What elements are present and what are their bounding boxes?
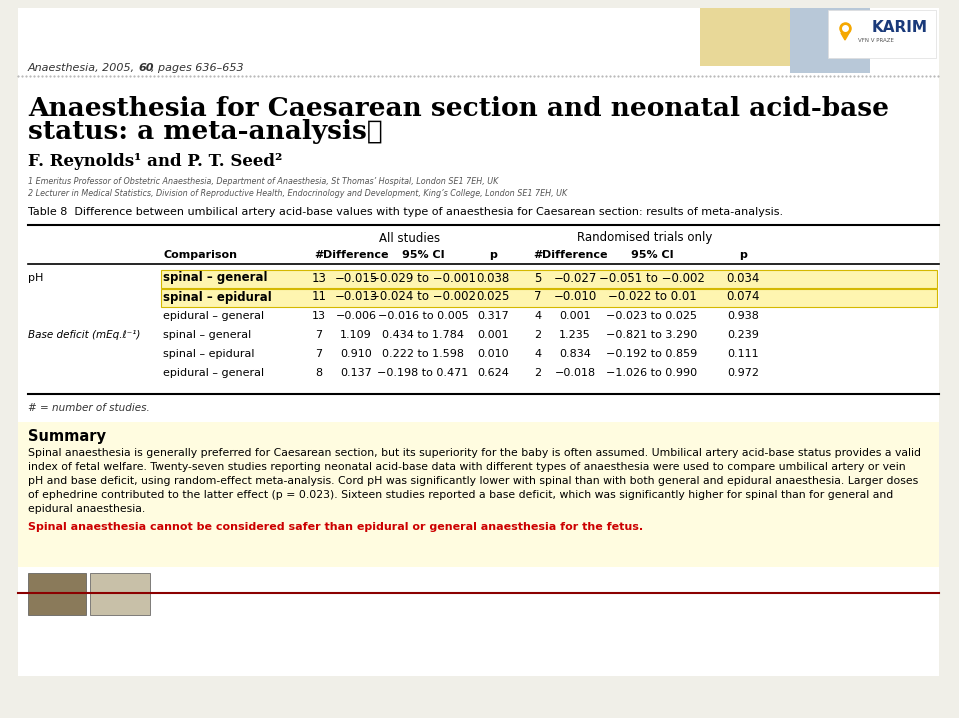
Text: Difference: Difference — [323, 250, 388, 260]
Text: spinal – epidural: spinal – epidural — [163, 291, 271, 304]
Text: 7: 7 — [316, 330, 322, 340]
Text: 0.624: 0.624 — [477, 368, 509, 378]
Bar — [90, 573, 150, 615]
Text: Comparison: Comparison — [163, 250, 237, 260]
Bar — [161, 269, 937, 287]
Text: 2: 2 — [534, 330, 542, 340]
Text: 1.109: 1.109 — [340, 330, 372, 340]
Text: KARIM: KARIM — [872, 21, 928, 35]
Text: −0.051 to −0.002: −0.051 to −0.002 — [599, 271, 705, 284]
Text: 2 Lecturer in Medical Statistics, Division of Reproductive Health, Endocrinology: 2 Lecturer in Medical Statistics, Divisi… — [28, 189, 568, 197]
Text: 0.834: 0.834 — [559, 349, 591, 359]
Text: 0.034: 0.034 — [726, 271, 760, 284]
Bar — [700, 8, 805, 66]
Text: 0.938: 0.938 — [727, 311, 759, 321]
Text: 0.317: 0.317 — [478, 311, 509, 321]
Text: pH: pH — [28, 273, 43, 283]
Text: Base deficit (mEq.ℓ⁻¹): Base deficit (mEq.ℓ⁻¹) — [28, 330, 140, 340]
Text: 0.074: 0.074 — [726, 291, 760, 304]
Text: 0.972: 0.972 — [727, 368, 759, 378]
Text: 4: 4 — [534, 311, 542, 321]
Text: 11: 11 — [312, 291, 326, 304]
Text: , pages 636–653: , pages 636–653 — [151, 63, 244, 73]
Text: −0.198 to 0.471: −0.198 to 0.471 — [378, 368, 469, 378]
Text: 7: 7 — [534, 291, 542, 304]
Text: 0.239: 0.239 — [727, 330, 759, 340]
Text: Anaesthesia, 2005,: Anaesthesia, 2005, — [28, 63, 139, 73]
Text: Spinal anaesthesia cannot be considered safer than epidural or general anaesthes: Spinal anaesthesia cannot be considered … — [28, 522, 643, 532]
Text: pH and base deficit, using random-effect meta-analysis. Cord pH was significantl: pH and base deficit, using random-effect… — [28, 476, 919, 486]
Text: 0.434 to 1.784: 0.434 to 1.784 — [382, 330, 464, 340]
Text: epidural – general: epidural – general — [163, 311, 264, 321]
Text: Difference: Difference — [542, 250, 608, 260]
Text: −0.016 to 0.005: −0.016 to 0.005 — [378, 311, 468, 321]
Text: status: a meta-analysis★: status: a meta-analysis★ — [28, 119, 383, 144]
Text: p: p — [489, 250, 497, 260]
Text: −0.022 to 0.01: −0.022 to 0.01 — [608, 291, 696, 304]
Text: −0.029 to −0.001: −0.029 to −0.001 — [370, 271, 476, 284]
Text: #: # — [533, 250, 543, 260]
Text: of ephedrine contributed to the latter effect (p = 0.023). Sixteen studies repor: of ephedrine contributed to the latter e… — [28, 490, 893, 500]
Text: −0.015: −0.015 — [335, 271, 378, 284]
Text: 1 Emeritus Professor of Obstetric Anaesthesia, Department of Anaesthesia, St Tho: 1 Emeritus Professor of Obstetric Anaest… — [28, 177, 499, 187]
Text: −0.024 to −0.002: −0.024 to −0.002 — [370, 291, 476, 304]
Text: p: p — [739, 250, 747, 260]
Text: −0.006: −0.006 — [336, 311, 377, 321]
Bar — [18, 571, 939, 621]
Text: 0.910: 0.910 — [340, 349, 372, 359]
Text: All studies: All studies — [380, 231, 440, 245]
Text: VFN V PRAZE: VFN V PRAZE — [858, 37, 894, 42]
Text: 0.111: 0.111 — [727, 349, 759, 359]
Text: spinal – epidural: spinal – epidural — [163, 349, 254, 359]
Text: −0.018: −0.018 — [554, 368, 596, 378]
Text: 1.235: 1.235 — [559, 330, 591, 340]
Bar — [28, 573, 86, 615]
Text: 8: 8 — [316, 368, 322, 378]
Text: 0.010: 0.010 — [478, 349, 509, 359]
Text: # = number of studies.: # = number of studies. — [28, 403, 150, 413]
Text: −0.192 to 0.859: −0.192 to 0.859 — [606, 349, 697, 359]
Bar — [161, 289, 937, 307]
Bar — [790, 8, 870, 73]
Text: 0.038: 0.038 — [477, 271, 509, 284]
Text: epidural – general: epidural – general — [163, 368, 264, 378]
Text: 95% CI: 95% CI — [402, 250, 444, 260]
Text: epidural anaesthesia.: epidural anaesthesia. — [28, 504, 145, 514]
Text: 0.025: 0.025 — [477, 291, 509, 304]
Text: index of fetal welfare. Twenty-seven studies reporting neonatal acid-base data w: index of fetal welfare. Twenty-seven stu… — [28, 462, 905, 472]
Text: Table 8  Difference between umbilical artery acid-base values with type of anaes: Table 8 Difference between umbilical art… — [28, 207, 784, 217]
Text: spinal – general: spinal – general — [163, 271, 268, 284]
Text: −0.013: −0.013 — [335, 291, 378, 304]
Text: 0.137: 0.137 — [340, 368, 372, 378]
Text: 95% CI: 95% CI — [631, 250, 673, 260]
Text: 2: 2 — [534, 368, 542, 378]
Text: 60: 60 — [138, 63, 153, 73]
Text: Randomised trials only: Randomised trials only — [576, 231, 713, 245]
Text: −0.023 to 0.025: −0.023 to 0.025 — [606, 311, 697, 321]
Text: F. Reynolds¹ and P. T. Seed²: F. Reynolds¹ and P. T. Seed² — [28, 154, 282, 170]
Text: Anaesthesia for Caesarean section and neonatal acid-base: Anaesthesia for Caesarean section and ne… — [28, 95, 889, 121]
Text: 13: 13 — [312, 311, 326, 321]
Text: −0.821 to 3.290: −0.821 to 3.290 — [606, 330, 697, 340]
Text: −0.027: −0.027 — [553, 271, 596, 284]
Text: #: # — [315, 250, 324, 260]
Text: spinal – general: spinal – general — [163, 330, 251, 340]
Text: 0.001: 0.001 — [559, 311, 591, 321]
Text: 0.222 to 1.598: 0.222 to 1.598 — [382, 349, 464, 359]
Bar — [18, 422, 939, 567]
Bar — [828, 10, 936, 58]
Text: 7: 7 — [316, 349, 322, 359]
Text: 0.001: 0.001 — [478, 330, 509, 340]
Text: Summary: Summary — [28, 429, 106, 444]
Text: 5: 5 — [534, 271, 542, 284]
Text: −1.026 to 0.990: −1.026 to 0.990 — [606, 368, 697, 378]
Text: 13: 13 — [312, 271, 326, 284]
Text: −0.010: −0.010 — [553, 291, 596, 304]
Text: Spinal anaesthesia is generally preferred for Caesarean section, but its superio: Spinal anaesthesia is generally preferre… — [28, 448, 921, 458]
Text: 4: 4 — [534, 349, 542, 359]
Polygon shape — [841, 33, 849, 40]
